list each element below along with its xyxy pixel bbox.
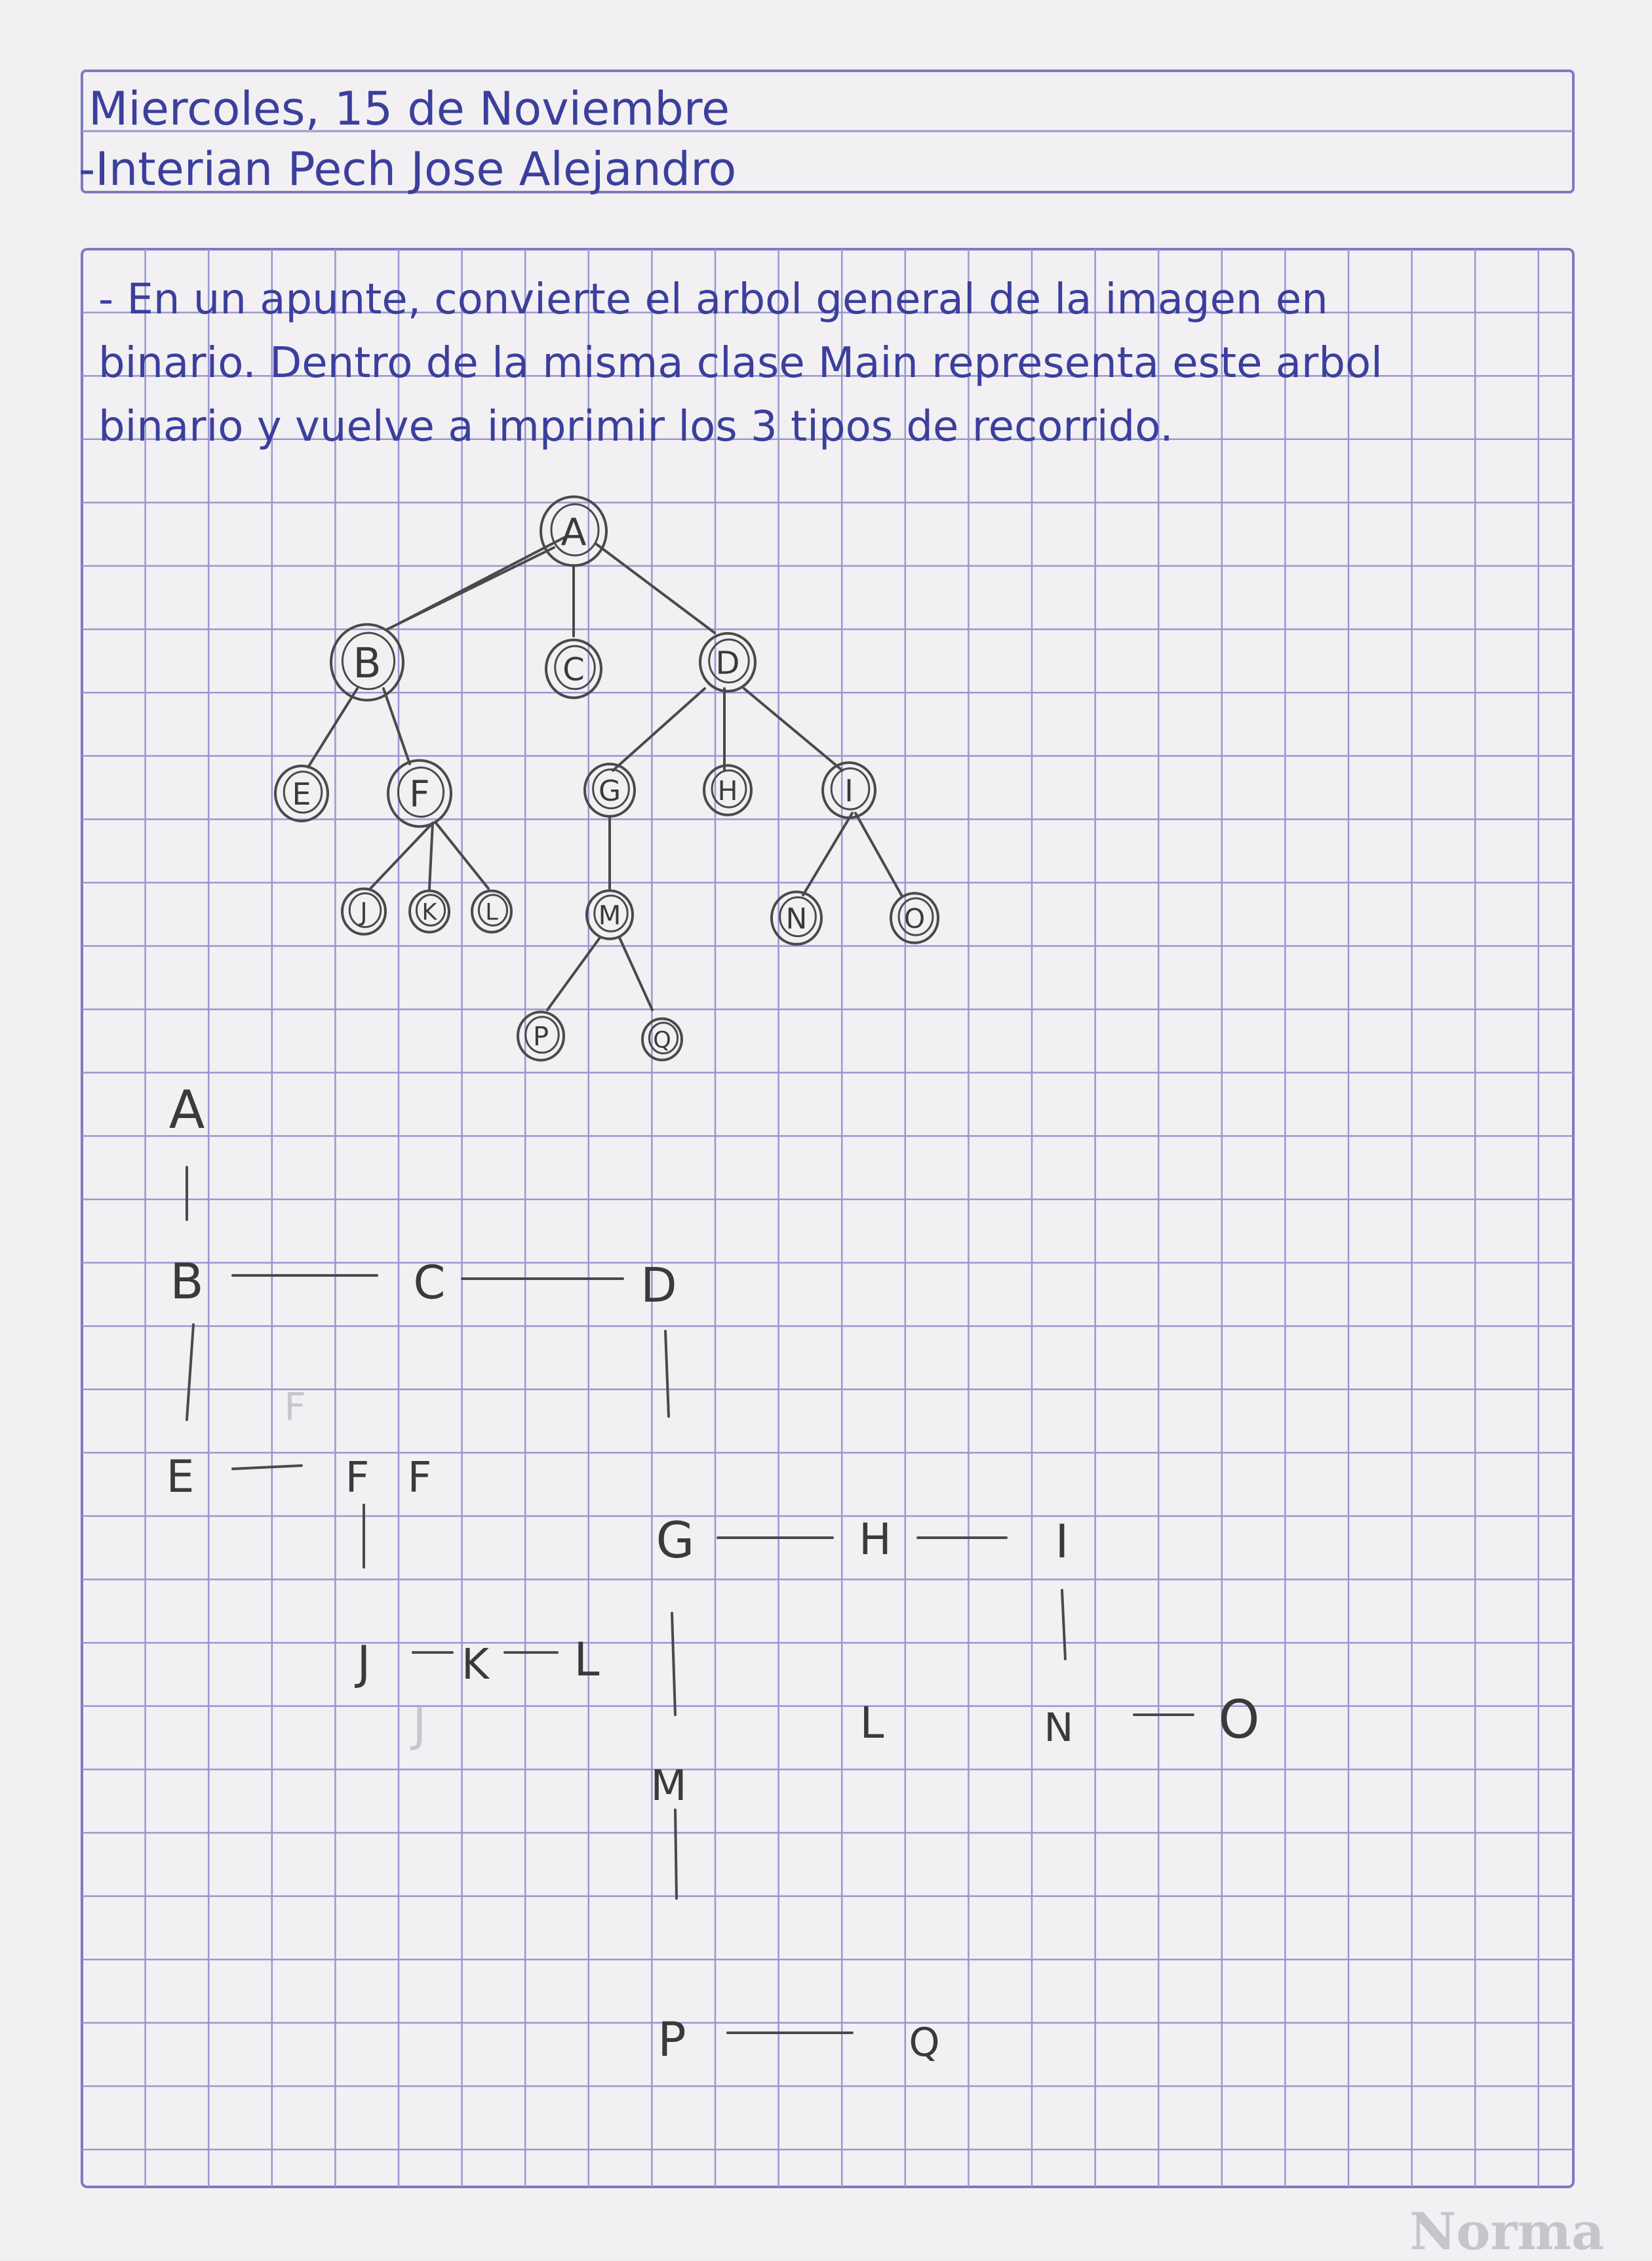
header-box: Miercoles, 15 de Noviembre -Interian Pec… (79, 70, 1575, 196)
tree-node-d: D (699, 631, 757, 693)
tree-node-label: F (409, 773, 430, 815)
tree-node-label: Q (653, 1028, 671, 1054)
tree-node-a: A (540, 495, 608, 567)
prompt-line-1: - En un apunte, convierte el arbol gener… (98, 275, 1328, 324)
tree-node-g: G (583, 763, 636, 818)
tree-node-label: C (562, 652, 585, 689)
binary-node-f: F (345, 1454, 370, 1502)
tree-node-label: A (561, 511, 587, 554)
binary-node-i: I (1055, 1515, 1069, 1569)
binary-node-d: D (640, 1258, 677, 1313)
binary-node-j: J (410, 1698, 427, 1752)
tree-node-label: N (786, 902, 808, 936)
tree-node-label: D (716, 645, 740, 682)
header-date: Miercoles, 15 de Noviembre (88, 82, 730, 136)
tree-node-label: I (844, 773, 854, 809)
tree-node-k: K (408, 889, 450, 934)
binary-node-l: L (860, 1698, 884, 1748)
binary-node-e: E (167, 1451, 195, 1503)
tree-node-label: J (359, 898, 367, 927)
binary-node-p: P (658, 2012, 686, 2067)
binary-node-l: L (574, 1633, 600, 1687)
tree-node-c: C (545, 638, 602, 700)
binary-node-m: M (650, 1762, 686, 1811)
tree-node-label: K (422, 900, 438, 926)
binary-node-n: N (1044, 1705, 1074, 1751)
binary-node-c: C (414, 1256, 446, 1310)
tree-node-label: P (533, 1022, 549, 1052)
binary-node-g: G (656, 1511, 695, 1569)
tree-node-b: B (330, 623, 404, 702)
binary-node-f: F (408, 1454, 432, 1502)
header-name: -Interian Pech Jose Alejandro (79, 142, 736, 196)
tree-node-n: N (770, 890, 823, 946)
grid (81, 248, 1575, 2188)
binary-node-h: H (859, 1514, 892, 1565)
prompt-line-3: binario y vuelve a imprimir los 3 tipos … (98, 403, 1173, 451)
general-tree-nodes: A B C D E F G H I J K L M N O P Q (274, 495, 939, 1062)
binary-tree-edges (186, 1166, 1194, 2034)
tree-node-label: B (353, 639, 381, 687)
tree-node-h: H (703, 764, 753, 816)
binary-node-k: K (462, 1641, 490, 1689)
tree-node-label: M (599, 901, 621, 931)
brand-logo: Norma (1409, 2202, 1605, 2258)
binary-node-j: J (355, 1636, 371, 1690)
prompt-line-2: binario. Dentro de la misma clase Main r… (98, 339, 1383, 388)
binary-node-b: B (170, 1252, 203, 1310)
tree-node-l: L (471, 889, 513, 934)
tree-node-i: I (821, 761, 876, 819)
tree-node-label: E (292, 776, 311, 812)
tree-node-e: E (274, 765, 329, 822)
tree-node-label: L (485, 900, 498, 926)
tree-node-label: H (718, 775, 738, 807)
binary-node-f: F (284, 1384, 305, 1429)
tree-node-label: G (599, 774, 621, 808)
tree-node-label: O (904, 903, 925, 934)
general-tree-edges (307, 536, 903, 1011)
tree-node-m: M (585, 889, 634, 940)
tree-node-p: P (517, 1010, 565, 1062)
tree-node-q: Q (641, 1017, 683, 1062)
binary-node-a: A (169, 1079, 205, 1140)
binary-node-q: Q (909, 2020, 939, 2066)
prompt-text: - En un apunte, convierte el arbol gener… (98, 275, 1383, 451)
tree-node-j: J (341, 887, 387, 936)
binary-node-o: O (1219, 1689, 1260, 1750)
tree-node-f: F (387, 759, 452, 828)
tree-node-o: O (890, 892, 939, 944)
